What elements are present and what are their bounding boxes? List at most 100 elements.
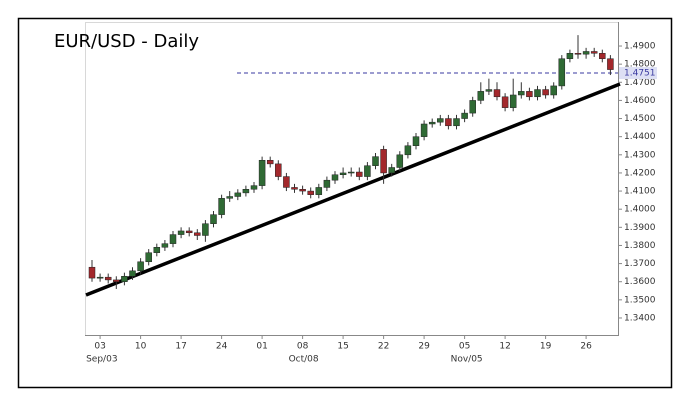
- candle-body: [493, 89, 501, 98]
- candle-body: [258, 159, 266, 186]
- x-tick-label: 15: [337, 342, 348, 352]
- candle-body: [428, 121, 436, 125]
- candle-body: [121, 276, 128, 282]
- x-tick-label: 17: [175, 342, 186, 352]
- y-tick-label: 1.4100: [624, 187, 656, 197]
- x-tick-label: 01: [256, 342, 267, 352]
- candle-body: [372, 156, 379, 166]
- y-tick-label: 1.4700: [624, 78, 656, 88]
- candle-body: [218, 198, 225, 215]
- candle-body: [153, 247, 161, 253]
- y-tick-label: 1.3600: [624, 277, 656, 287]
- candle-body: [412, 136, 420, 146]
- y-tick-label: 1.4500: [624, 114, 656, 124]
- candle-body: [307, 190, 314, 195]
- candle-body: [461, 112, 468, 119]
- y-tick-label: 1.4000: [624, 205, 656, 215]
- candle-body: [485, 89, 493, 92]
- y-tick-label: 1.4200: [624, 168, 656, 178]
- x-tick-label: 05: [459, 342, 470, 352]
- candle-body: [242, 189, 250, 194]
- candle-body: [574, 53, 582, 55]
- candle-body: [210, 214, 217, 224]
- x-tick-label: 08: [297, 342, 309, 352]
- candle-body: [234, 192, 242, 197]
- plot-frame: [85, 22, 619, 336]
- month-label: Oct/08: [289, 355, 319, 365]
- y-tick-label: 1.3700: [624, 259, 656, 269]
- candle-body: [404, 145, 412, 156]
- candle-body: [542, 89, 549, 96]
- candle-body: [607, 58, 614, 70]
- plot: 1.3400 1.3500 1.3600 1.3700 1.3800 1.3900 1.40…: [86, 35, 657, 365]
- x-tick-label: 29: [418, 342, 430, 352]
- y-tick-label: 1.4900: [624, 42, 656, 52]
- candle-body: [380, 149, 387, 174]
- candle-body: [445, 118, 452, 127]
- candle-body: [526, 91, 533, 98]
- x-tick-label: 12: [499, 342, 510, 352]
- candle-body: [331, 174, 339, 181]
- candle-body: [291, 187, 298, 190]
- x-tick-label: 24: [216, 342, 228, 352]
- candle-body: [169, 234, 177, 244]
- candle-body: [250, 185, 258, 190]
- candle-body: [420, 123, 428, 137]
- candle-body: [558, 58, 566, 87]
- y-tick-label: 1.3800: [624, 241, 656, 251]
- reference-label: 1.4751: [624, 69, 656, 79]
- candle-body: [469, 100, 476, 114]
- candle-body: [88, 266, 96, 279]
- candle-body: [364, 165, 371, 177]
- candle-body: [437, 118, 444, 123]
- trend-line: [85, 82, 621, 297]
- candle-body: [299, 189, 306, 192]
- candle-body: [275, 163, 282, 177]
- candle-body: [283, 176, 290, 188]
- candle-body: [534, 89, 541, 98]
- candle-body: [453, 118, 460, 127]
- y-tick-label: 1.4800: [624, 60, 656, 70]
- candle-body: [518, 91, 525, 96]
- candle-body: [477, 91, 485, 101]
- candle-body: [145, 252, 152, 263]
- chart-title: EUR/USD - Daily: [54, 31, 199, 52]
- candle-body: [356, 171, 363, 177]
- x-tick-label: 19: [540, 342, 552, 352]
- candle-body: [113, 279, 120, 282]
- candle-body: [177, 230, 185, 235]
- candle-body: [315, 187, 323, 195]
- candle-body: [339, 172, 347, 175]
- candle-body: [566, 53, 574, 59]
- y-tick-label: 1.3400: [624, 313, 656, 323]
- candle-body: [129, 270, 136, 277]
- x-tick-label: 26: [580, 342, 592, 352]
- month-label: Nov/05: [451, 355, 483, 365]
- candle-body: [599, 53, 606, 59]
- candle-body: [388, 167, 395, 174]
- candle-body: [396, 154, 404, 168]
- candle-body: [137, 261, 144, 272]
- candle-body: [501, 96, 509, 108]
- candle-body: [347, 171, 355, 174]
- x-tick-label: 10: [135, 342, 147, 352]
- candle-body: [550, 85, 557, 96]
- candle-body: [266, 159, 274, 165]
- candle-body: [509, 94, 517, 108]
- candle-body: [96, 276, 104, 279]
- candle-body: [582, 51, 590, 55]
- candle-body: [202, 223, 209, 236]
- y-tick-label: 1.3500: [624, 295, 656, 305]
- candle-body: [104, 276, 112, 281]
- candle-body: [323, 179, 331, 188]
- y-tick-label: 1.4300: [624, 150, 656, 160]
- candle-body: [226, 196, 233, 199]
- y-tick-label: 1.4400: [624, 132, 656, 142]
- x-tick-label: 22: [378, 342, 389, 352]
- reference-label-bg: [619, 67, 657, 80]
- y-tick-label: 1.3900: [624, 223, 656, 233]
- month-label: Sep/03: [86, 355, 117, 365]
- candle-body: [185, 230, 193, 234]
- x-tick-label: 03: [94, 342, 105, 352]
